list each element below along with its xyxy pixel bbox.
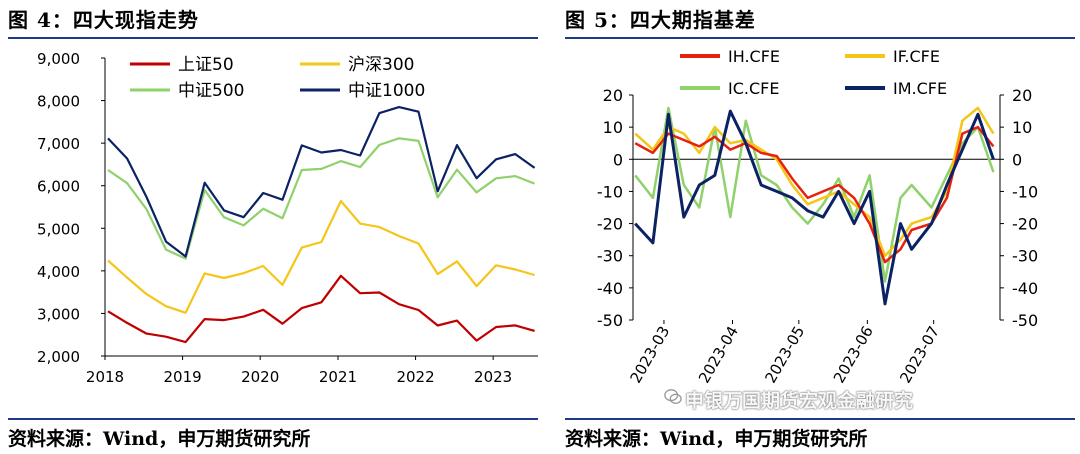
left-figure-title: 图 4：四大现指走势 bbox=[8, 8, 199, 32]
x-tick-label: 2023-04 bbox=[695, 323, 742, 386]
left-figure-panel: 图 4：四大现指走势 2,000 3,000 4,000 5,000 6,000 7,00… bbox=[8, 8, 538, 450]
right-y-tick-label: 0 bbox=[1012, 150, 1022, 169]
series-line-im-cfe bbox=[634, 109, 995, 306]
right-y-tick-label: -30 bbox=[1012, 247, 1038, 266]
series-line-沪深300 bbox=[107, 199, 535, 314]
y-tick-label: 6,000 bbox=[37, 178, 80, 196]
y-tick-label: 7,000 bbox=[37, 135, 80, 153]
x-tick-label: 2022 bbox=[396, 368, 434, 386]
legend-label-沪深300: 沪深300 bbox=[348, 55, 414, 75]
legend-label-ih-cfe: IH.CFE bbox=[728, 47, 780, 66]
x-tick-label: 2019 bbox=[163, 368, 201, 386]
series-line-if-cfe bbox=[634, 106, 995, 257]
right-y-tick-label: -40 bbox=[1012, 279, 1038, 298]
x-tick-label: 2020 bbox=[241, 368, 279, 386]
wechat-icon bbox=[664, 389, 682, 404]
y-tick-label: 3,000 bbox=[37, 305, 80, 323]
legend-label-上证50: 上证50 bbox=[178, 55, 234, 75]
legend-label-ic-cfe: IC.CFE bbox=[728, 79, 779, 98]
legend-label-im-cfe: IM.CFE bbox=[893, 79, 947, 98]
right-figure-panel: 图 5：四大期指基差 -50 -50 -40 -40 -30 -30 -20 -20 -10 -1… bbox=[545, 0, 1080, 454]
series-line-中证1000 bbox=[107, 105, 536, 258]
left-y-tick-label: 0 bbox=[613, 150, 623, 169]
x-tick-label: 2023 bbox=[474, 368, 512, 386]
x-tick-label: 2023-07 bbox=[896, 323, 943, 386]
y-tick-label: 2,000 bbox=[37, 348, 80, 366]
watermark-text: 申银万国期货宏观金融研究 bbox=[685, 390, 914, 412]
x-tick-label: 2023-06 bbox=[830, 323, 877, 386]
right-y-tick-label: -10 bbox=[1012, 182, 1038, 201]
left-source-note: 资料来源：Wind，申万期货研究所 bbox=[8, 428, 311, 450]
right-source-note: 资料来源：Wind，申万期货研究所 bbox=[565, 428, 868, 450]
series-line-中证500 bbox=[107, 137, 535, 260]
left-y-tick-label: -30 bbox=[597, 247, 623, 266]
series-line-上证50 bbox=[107, 274, 535, 344]
x-tick-label: 2018 bbox=[86, 368, 124, 386]
left-top-rule bbox=[8, 37, 538, 39]
right-top-rule bbox=[565, 37, 1075, 39]
left-bottom-rule bbox=[8, 418, 538, 420]
right-bottom-rule bbox=[565, 418, 1075, 420]
right-figure-title: 图 5：四大期指基差 bbox=[565, 8, 756, 32]
right-y-tick-label: -50 bbox=[1012, 311, 1038, 330]
right-y-tick-label: 10 bbox=[1012, 118, 1032, 137]
x-tick-label: 2023-03 bbox=[626, 323, 673, 386]
futures-basis-chart: -50 -50 -40 -40 -30 -30 -20 -20 -10 -10 0 0 10 10 20 20… bbox=[597, 47, 1038, 386]
y-tick-label: 8,000 bbox=[37, 93, 80, 111]
left-y-tick-label: 10 bbox=[603, 118, 623, 137]
right-y-tick-label: -20 bbox=[1012, 215, 1038, 234]
legend-label-中证1000: 中证1000 bbox=[348, 81, 425, 101]
left-y-tick-label: -20 bbox=[597, 215, 623, 234]
x-tick-label: 2023-05 bbox=[761, 323, 808, 386]
x-tick-label: 2021 bbox=[319, 368, 357, 386]
left-y-tick-label: -50 bbox=[597, 311, 623, 330]
y-tick-label: 5,000 bbox=[37, 220, 80, 238]
y-tick-label: 9,000 bbox=[37, 50, 80, 68]
y-tick-label: 4,000 bbox=[37, 263, 80, 281]
legend-label-中证500: 中证500 bbox=[178, 81, 244, 101]
index-trend-chart: 2,000 3,000 4,000 5,000 6,000 7,000 8,000 9,000… bbox=[37, 50, 538, 386]
left-y-tick-label: -40 bbox=[597, 279, 623, 298]
right-y-tick-label: 20 bbox=[1012, 86, 1032, 105]
legend-label-if-cfe: IF.CFE bbox=[893, 47, 940, 66]
left-y-tick-label: -10 bbox=[597, 182, 623, 201]
left-y-tick-label: 20 bbox=[603, 86, 623, 105]
